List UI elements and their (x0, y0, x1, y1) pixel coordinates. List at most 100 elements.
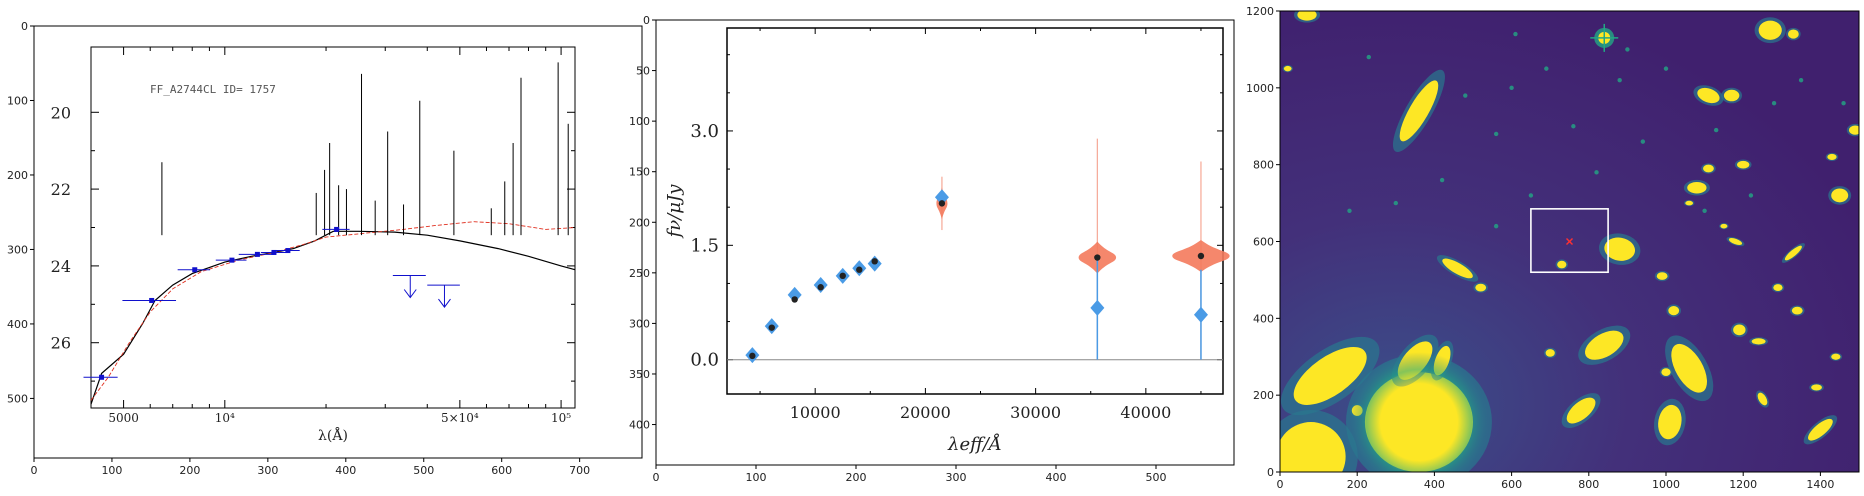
image-xtick-label: 1200 (1729, 478, 1757, 491)
flux-outer-ytick-label: 100 (629, 115, 650, 128)
image-source (1687, 181, 1707, 194)
sed-inner-ytick-label: 24 (51, 257, 71, 276)
image-highlight-box (1530, 208, 1609, 274)
image-faint-source (1463, 93, 1468, 98)
image-source (1773, 284, 1783, 292)
image-faint-source (1347, 208, 1352, 213)
flux-model-point (768, 324, 775, 331)
flux-outer-xtick-label: 400 (1046, 471, 1067, 484)
image-ytick-label: 1000 (1246, 82, 1274, 95)
sed-outer-ytick-label: 300 (7, 243, 28, 256)
image-faint-source (1509, 85, 1514, 91)
sed-outer-frame (33, 25, 643, 459)
sed-photometry-point (229, 257, 235, 263)
image-source (1685, 200, 1694, 206)
image-source (1791, 306, 1803, 315)
image-source (1757, 392, 1768, 406)
flux-outer-xtick-label: 100 (746, 471, 767, 484)
flux-inner-frame (726, 27, 1224, 395)
flux-outer-ytick-label: 250 (629, 267, 650, 280)
flux-outer-frame (655, 19, 1235, 466)
image-faint-source (1544, 66, 1549, 71)
flux-outer-xtick-label: 300 (946, 471, 967, 484)
image-faint-source (1617, 77, 1622, 83)
image-source (1283, 65, 1292, 72)
flux-outer-ytick-label: 300 (629, 317, 650, 330)
sed-title: FF_A2744CL ID= 1757 (150, 83, 276, 96)
image-source (1658, 404, 1682, 440)
image-source (1723, 89, 1740, 102)
sed-outer-xtick-label: 200 (179, 464, 200, 477)
image-target-marker (1566, 238, 1573, 245)
flux-outer-xtick-label: 500 (1146, 471, 1167, 484)
sed-outer-ytick-label: 400 (7, 318, 28, 331)
flux-model-point (856, 266, 863, 273)
image-bright-glow (1348, 352, 1489, 472)
image-xtick-label: 200 (1347, 478, 1368, 491)
sed-outer-xtick-label: 400 (335, 464, 356, 477)
flux-outer-ytick-label: 0 (643, 14, 650, 27)
image-xtick-label: 0 (1277, 478, 1284, 491)
flux-model-point (749, 352, 756, 360)
image-source (1784, 245, 1802, 261)
image-faint-source (1393, 200, 1399, 206)
flux-xlabel: λeff/Å (947, 433, 1002, 455)
sed-outer-xtick-label: 100 (101, 464, 122, 477)
sed-inner-xtick-label: 10⁵ (551, 411, 571, 425)
sed-photometry-point (99, 374, 105, 380)
image-source (1787, 29, 1799, 39)
image-source (1442, 258, 1473, 279)
image-source (1475, 283, 1487, 292)
image-faint-source (1594, 170, 1599, 175)
image-sources (1280, 11, 1859, 472)
sed-photometry-point (271, 249, 277, 255)
flux-model-point (791, 296, 798, 303)
sed-magnitude-panel: 0 100 200 300 400 500 600 700 0 100 200 300 400 500 50… (7, 20, 643, 477)
image-source (1808, 418, 1833, 441)
image-faint-source (1439, 177, 1445, 183)
flux-observed-point (934, 189, 949, 206)
image-ytick-label: 800 (1253, 159, 1274, 172)
image-source (1831, 188, 1849, 203)
image-source (1656, 272, 1668, 280)
sed-upper-limit-arrow (438, 298, 451, 308)
image-ytick-label: 0 (1267, 466, 1274, 479)
image-source (1737, 160, 1750, 169)
sed-outer-ytick-label: 200 (7, 169, 28, 182)
image-faint-source (1625, 47, 1630, 52)
image-source (1545, 349, 1555, 357)
flux-observed-point (1090, 299, 1105, 316)
flux-xtick-label: 40000 (1120, 403, 1171, 422)
image-faint-source (1771, 101, 1777, 106)
sed-outer-xtick-label: 600 (491, 464, 512, 477)
sed-inner-xtick-label: 5×10⁴ (441, 411, 479, 425)
sed-inner-ytick-label: 22 (51, 180, 71, 199)
sed-inner-ytick-label: 26 (51, 334, 71, 353)
flux-ytick-label: 1.5 (690, 235, 719, 256)
image-source (1557, 260, 1567, 269)
sed-alt-fit-spectrum (90, 221, 576, 401)
flux-outer-ytick-label: 200 (629, 216, 650, 229)
image-source (1758, 20, 1782, 40)
image-source (1728, 238, 1743, 245)
image-source (1566, 397, 1596, 424)
flux-xtick-label: 30000 (1010, 403, 1061, 422)
image-source (1720, 223, 1728, 229)
image-ytick-label: 200 (1253, 389, 1274, 402)
image-faint-source (1493, 223, 1499, 229)
flux-outer-xtick-label: 200 (846, 471, 867, 484)
image-xtick-label: 1000 (1652, 478, 1680, 491)
image-faint-source (1663, 66, 1669, 71)
sed-inner-frame (90, 46, 576, 409)
flux-density-panel: 0 100 200 300 400 500 0 50 100 150 200 250 300 350 400… (629, 14, 1235, 484)
image-source (1751, 338, 1766, 345)
image-source (1811, 384, 1822, 391)
image-faint-source (1841, 101, 1846, 106)
image-source (1848, 125, 1859, 135)
sed-photometry-point (192, 267, 198, 273)
sed-inner-xtick-label: 5000 (108, 411, 139, 425)
flux-model-point (817, 284, 824, 291)
image-source (1604, 237, 1636, 261)
sed-outer-ytick-label: 500 (7, 392, 28, 405)
